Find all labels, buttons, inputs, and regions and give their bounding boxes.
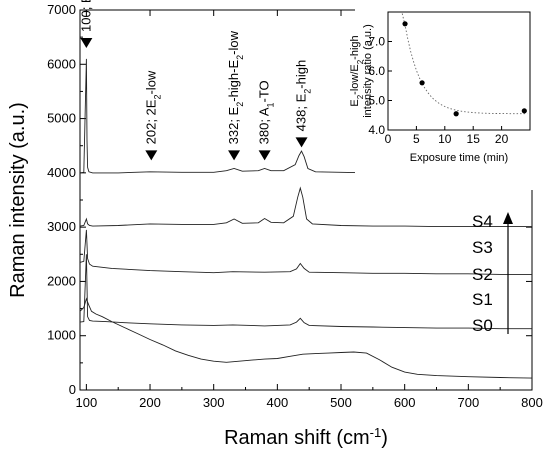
series-line-s3 [79, 186, 532, 228]
x-tick-label: 300 [203, 395, 225, 410]
peak-label: 438; E2-high [294, 60, 313, 132]
y-tick-label: 0 [69, 382, 76, 397]
x-tick-label: 200 [139, 395, 161, 410]
peak-label: 380; A1-TO [257, 80, 276, 144]
y-tick-label: 6000 [47, 56, 76, 71]
peak-arrow [228, 150, 241, 161]
x-axis-title: Raman shift (cm-1) [224, 425, 388, 450]
inset-y-tick-label: 5.0 [368, 94, 385, 108]
sample-label-s1: S1 [472, 290, 493, 309]
inset-y-tick-label: 7.0 [368, 35, 385, 49]
x-tick-label: 800 [521, 395, 543, 410]
y-tick-label: 3000 [47, 219, 76, 234]
peak-arrow [80, 38, 93, 48]
y-tick-label: 4000 [47, 165, 76, 180]
inset-x-tick-label: 5 [413, 132, 420, 146]
sample-labels: S4 S3 S2 S1 S0 [472, 212, 513, 335]
peak-arrow [258, 150, 271, 161]
y-axis-title: Raman intensity (a.u.) [7, 102, 29, 298]
series-line-s0 [79, 297, 533, 379]
up-arrow-head [503, 212, 513, 224]
inset-y-title-line2: intensity ratio (a.u.) [362, 24, 374, 118]
x-tick-label: 100 [76, 395, 98, 410]
x-tick-label: 600 [394, 395, 416, 410]
inset-y-title-line1: E2-low/E2-high [349, 35, 365, 106]
peak-arrow [145, 150, 158, 161]
main-series [79, 58, 533, 379]
peak-annotations: 100; E2-low 202; 2E2-low 332; E2-high-E2-l… [78, 0, 313, 161]
inset-data-point [521, 108, 527, 114]
series-line-s1 [79, 254, 532, 330]
peak-arrow [295, 137, 308, 148]
inset-x-tick-label: 0 [385, 132, 392, 146]
inset-y-tick-label: 6.0 [368, 64, 385, 78]
peak-label: 332; E2-high-E2-low [226, 30, 245, 144]
peak-label: 100; E2-low [78, 0, 97, 32]
inset-data-point [419, 80, 425, 86]
sample-label-s0: S0 [472, 316, 493, 335]
sample-label-s4: S4 [472, 212, 493, 231]
sample-label-s2: S2 [472, 265, 493, 284]
y-tick-label: 7000 [47, 2, 76, 17]
y-tick-label: 1000 [47, 328, 76, 343]
peak-label: 202; 2E2-low [143, 70, 162, 144]
main-axes: 100 200 300 400 500 600 700 8000100020003000400… [7, 2, 543, 449]
sample-label-s3: S3 [472, 238, 493, 257]
inset-x-tick-label: 20 [495, 132, 509, 146]
inset-chart: 0 5 10 15 20 4.0 5.0 6.0 7.0 Exposure time (min) E… [349, 7, 533, 190]
y-tick-label: 5000 [47, 111, 76, 126]
inset-x-tick-label: 15 [467, 132, 481, 146]
inset-x-title: Exposure time (min) [410, 152, 508, 164]
x-tick-label: 700 [457, 395, 479, 410]
inset-x-tick-label: 10 [438, 132, 452, 146]
series-line-s2 [79, 229, 532, 275]
y-tick-label: 2000 [47, 273, 76, 288]
x-tick-label: 500 [330, 395, 352, 410]
inset-y-tick-label: 4.0 [368, 123, 385, 137]
inset-background [355, 7, 533, 190]
inset-data-point [453, 111, 459, 117]
x-tick-label: 400 [267, 395, 289, 410]
inset-data-point [402, 21, 408, 27]
